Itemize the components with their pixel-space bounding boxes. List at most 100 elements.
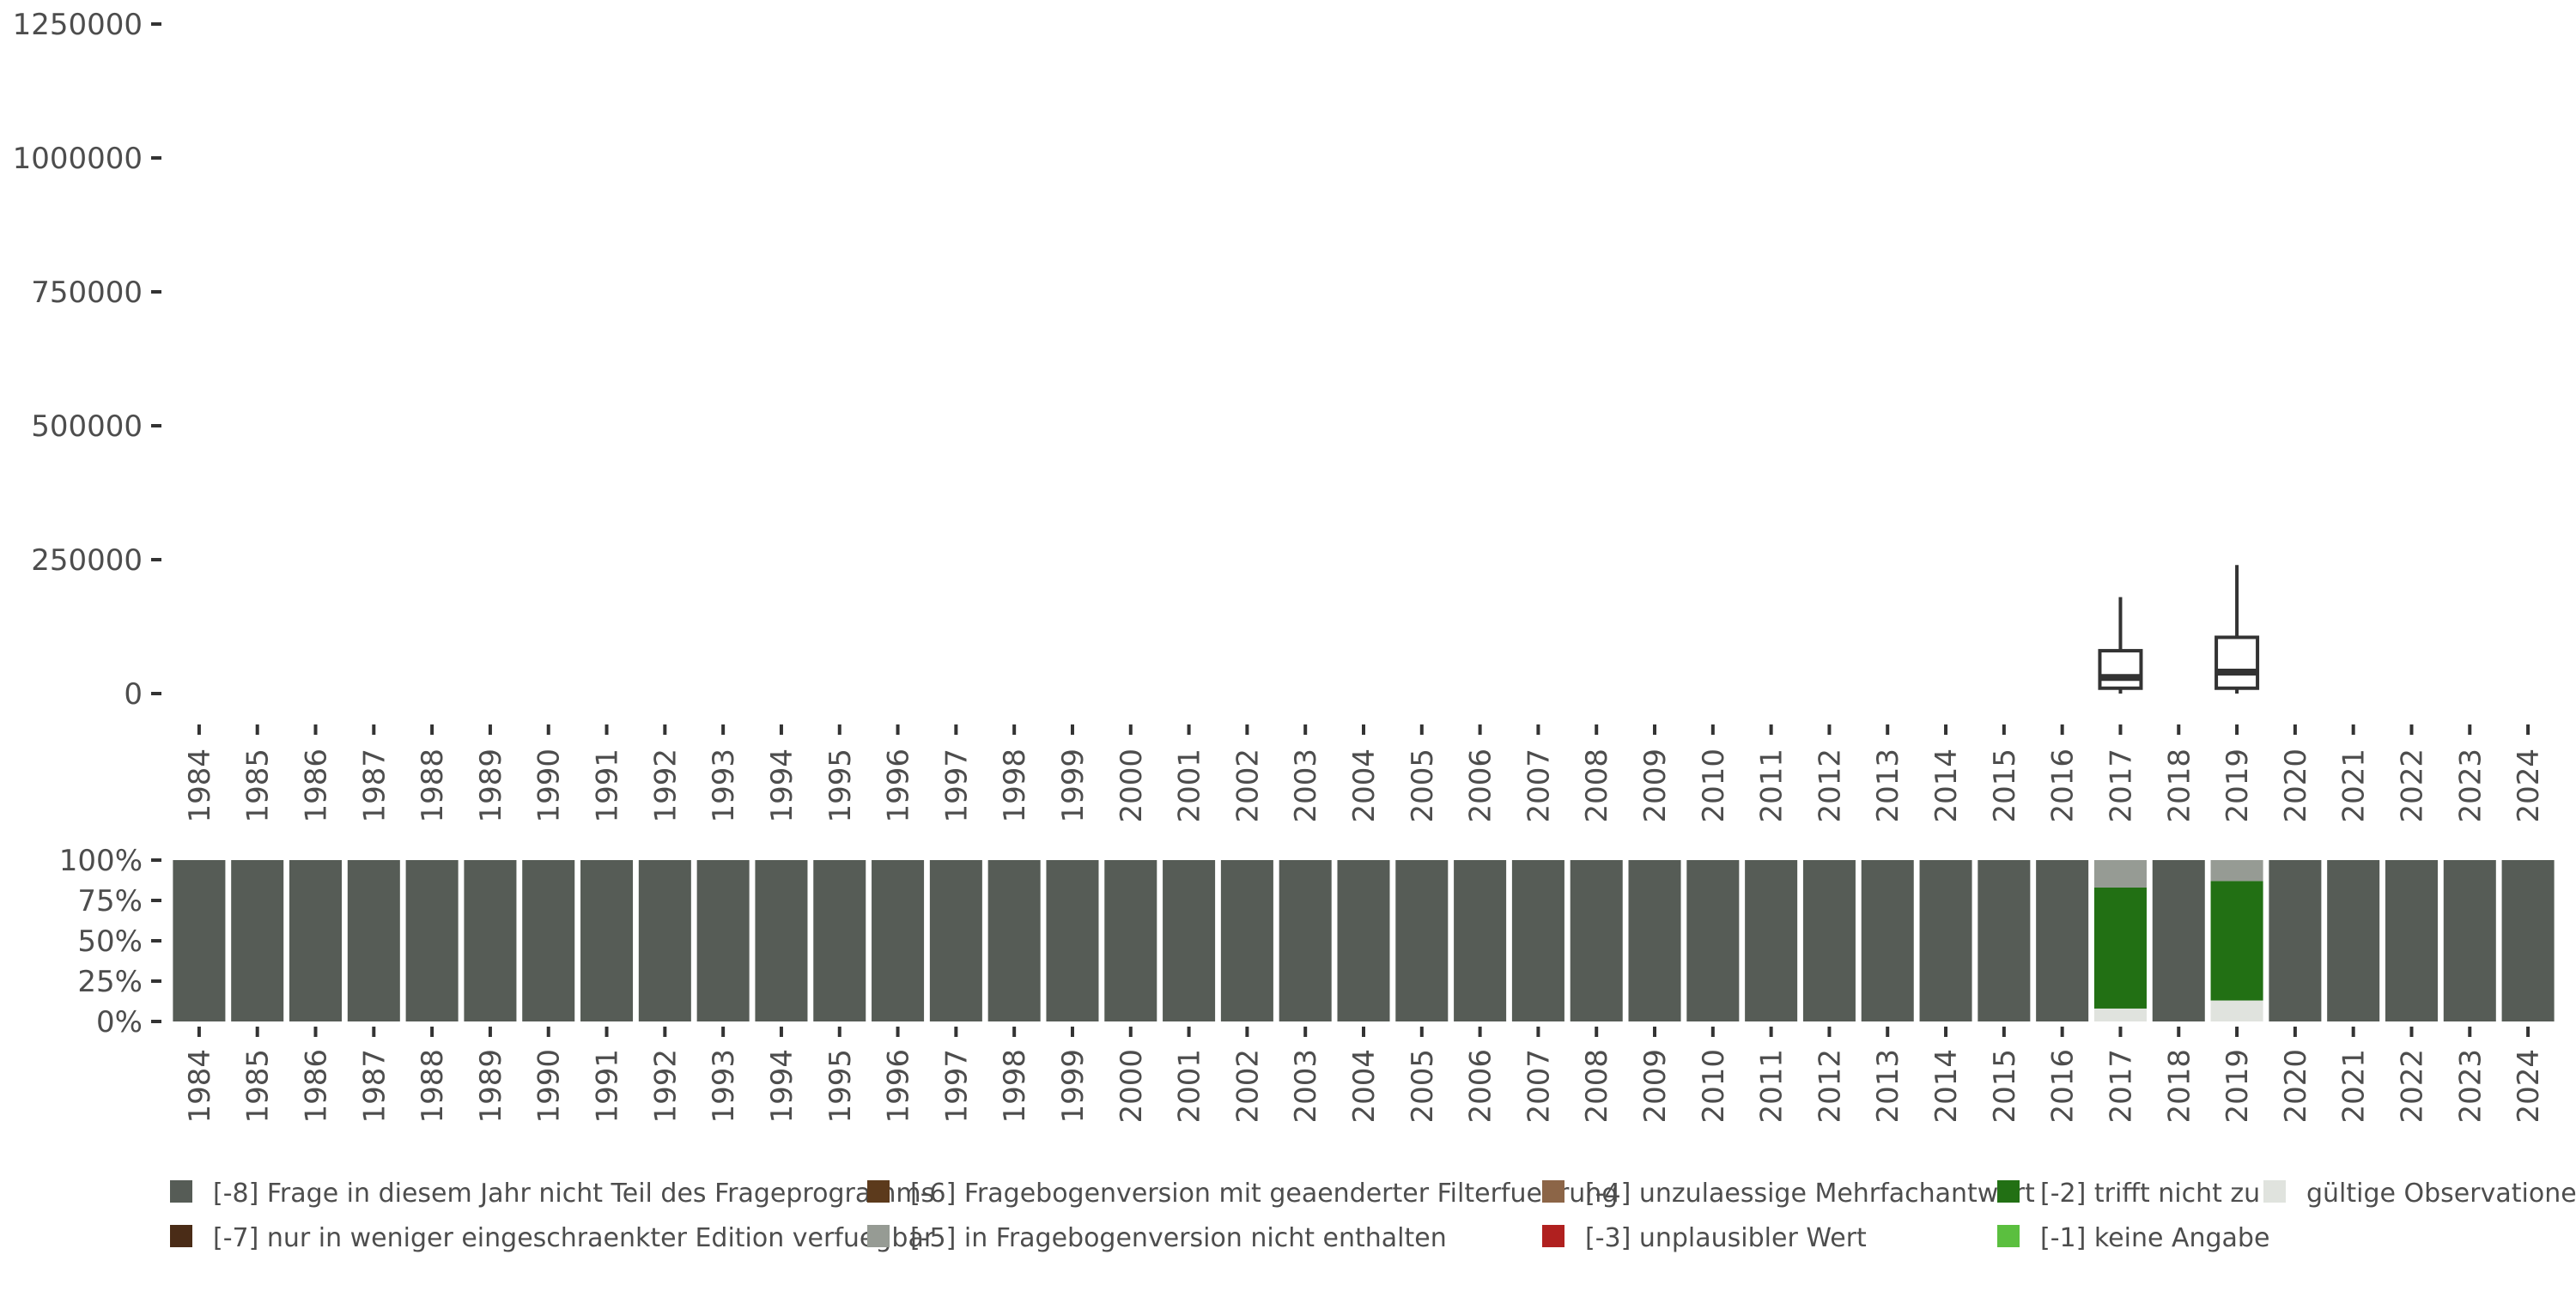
bar-segment xyxy=(347,860,400,1021)
x-tick-label: 2022 xyxy=(2395,749,2429,823)
x-tick-label: 2009 xyxy=(1638,1049,1673,1124)
bar-segment xyxy=(2152,860,2205,1021)
x-tick-label: 2004 xyxy=(1347,1049,1382,1124)
bar-segment xyxy=(987,860,1041,1021)
x-tick-label: 1991 xyxy=(591,749,625,823)
x-tick-label: 1992 xyxy=(648,1049,683,1124)
legend-label: [-3] unplausibler Wert xyxy=(1585,1223,1867,1253)
bar-segment xyxy=(2210,860,2263,882)
bar-segment xyxy=(2210,1000,2263,1021)
x-tick-label: 2003 xyxy=(1289,1049,1323,1124)
x-tick-label: 1998 xyxy=(998,1049,1032,1124)
x-tick-label: 2005 xyxy=(1406,1049,1440,1124)
x-tick-label: 1987 xyxy=(357,749,392,823)
x-tick-label: 2002 xyxy=(1230,749,1265,823)
legend-swatch xyxy=(1542,1225,1564,1247)
x-tick-label: 2019 xyxy=(2221,1049,2255,1124)
x-tick-label: 2009 xyxy=(1638,749,1673,823)
x-tick-label: 2005 xyxy=(1406,749,1440,823)
x-tick-label: 1989 xyxy=(474,1049,508,1124)
legend-swatch xyxy=(1997,1225,2020,1247)
bar-segment xyxy=(1220,860,1273,1021)
box-iqr xyxy=(2215,635,2260,690)
bar-segment xyxy=(1745,860,1798,1021)
x-tick-label: 2017 xyxy=(2104,749,2138,823)
x-tick-label: 2013 xyxy=(1871,1049,1905,1124)
x-tick-label: 2015 xyxy=(1988,1049,2022,1124)
x-tick-label: 1987 xyxy=(357,1049,392,1124)
x-tick-label: 2016 xyxy=(2046,749,2081,823)
x-tick-label: 2001 xyxy=(1173,749,1207,823)
x-tick-label: 2024 xyxy=(2512,1049,2546,1124)
x-tick-label: 2023 xyxy=(2453,1049,2488,1124)
bar-segment xyxy=(696,860,750,1021)
bar-segment xyxy=(1279,860,1332,1021)
x-tick-label: 1985 xyxy=(241,749,276,823)
bar-segment xyxy=(1628,860,1681,1021)
bar-segment xyxy=(638,860,691,1021)
x-tick-label: 2014 xyxy=(1929,749,1964,823)
x-tick-label: 1995 xyxy=(823,749,858,823)
bar-segment xyxy=(405,860,459,1021)
legend-label: [-2] trifft nicht zu xyxy=(2040,1179,2260,1209)
y-tick-label: 1250000 xyxy=(13,8,143,42)
bar-segment xyxy=(2501,860,2555,1021)
legend-label: [-8] Frage in diesem Jahr nicht Teil des… xyxy=(213,1179,934,1209)
x-tick-label: 1993 xyxy=(707,749,741,823)
x-tick-label: 2023 xyxy=(2453,749,2488,823)
x-tick-label: 2011 xyxy=(1755,749,1789,823)
x-tick-label: 2010 xyxy=(1697,749,1731,823)
bar-segment xyxy=(2385,860,2438,1021)
legend-label: gültige Observationen xyxy=(2306,1179,2576,1209)
x-tick-label: 2020 xyxy=(2279,749,2313,823)
x-tick-label: 2000 xyxy=(1115,749,1149,823)
x-tick-label: 1992 xyxy=(648,749,683,823)
y-tick-label: 1000000 xyxy=(13,142,143,176)
bar-segment xyxy=(1802,860,1856,1021)
bar-segment xyxy=(929,860,982,1021)
y-tick-label: 100% xyxy=(59,844,143,878)
bar-segment xyxy=(755,860,808,1021)
x-tick-label: 1999 xyxy=(1056,749,1091,823)
x-tick-label: 2010 xyxy=(1697,1049,1731,1124)
bar-segment xyxy=(1337,860,1390,1021)
bar-segment xyxy=(1104,860,1157,1021)
x-tick-label: 2012 xyxy=(1813,749,1847,823)
x-tick-label: 2003 xyxy=(1289,749,1323,823)
x-tick-label: 2002 xyxy=(1230,1049,1265,1124)
x-tick-label: 1995 xyxy=(823,1049,858,1124)
x-tick-label: 1984 xyxy=(183,1049,217,1124)
legend-label: [-6] Fragebogenversion mit geaenderter F… xyxy=(910,1179,1618,1209)
x-tick-label: 2016 xyxy=(2046,1049,2081,1124)
legend-label: [-1] keine Angabe xyxy=(2040,1223,2269,1253)
legend-label: [-4] unzulaessige Mehrfachantwort xyxy=(1585,1179,2035,1209)
legend-swatch xyxy=(2263,1180,2286,1203)
bar-segment xyxy=(813,860,866,1021)
x-tick-label: 2008 xyxy=(1580,1049,1614,1124)
y-tick-label: 0% xyxy=(96,1005,143,1039)
bar-segment xyxy=(1511,860,1564,1021)
x-tick-label: 1986 xyxy=(300,1049,334,1124)
x-tick-label: 2013 xyxy=(1871,749,1905,823)
bar-segment xyxy=(2093,887,2147,1009)
x-tick-label: 1985 xyxy=(241,1049,276,1124)
bar-segment xyxy=(1046,860,1099,1021)
x-tick-label: 1990 xyxy=(532,749,567,823)
x-tick-label: 1991 xyxy=(591,1049,625,1124)
x-tick-label: 2014 xyxy=(1929,1049,1964,1124)
x-tick-label: 2020 xyxy=(2279,1049,2313,1124)
legend-label: [-7] nur in weniger eingeschraenkter Edi… xyxy=(213,1223,935,1253)
legend-swatch xyxy=(1542,1180,1564,1203)
x-tick-label: 2021 xyxy=(2337,749,2372,823)
legend-swatch xyxy=(170,1225,192,1247)
bar-segment xyxy=(231,860,284,1021)
x-tick-label: 2004 xyxy=(1347,749,1382,823)
x-tick-label: 2007 xyxy=(1522,1049,1556,1124)
y-tick-label: 250000 xyxy=(31,543,143,578)
x-tick-label: 1997 xyxy=(939,1049,974,1124)
legend-swatch xyxy=(1997,1180,2020,1203)
x-tick-label: 2024 xyxy=(2512,749,2546,823)
y-tick-label: 0 xyxy=(124,677,143,712)
bar-segment xyxy=(2036,860,2089,1021)
